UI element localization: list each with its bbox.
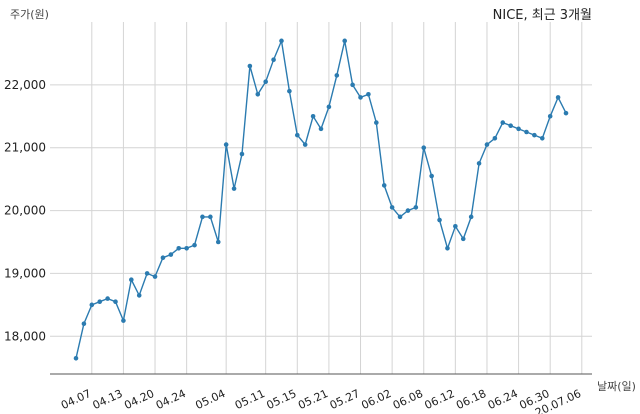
data-point [81, 321, 87, 327]
x-tick-label: 04.24 [154, 387, 188, 412]
data-point [421, 145, 427, 151]
y-axis-label: 주가(원) [10, 8, 49, 21]
y-tick-label: 22,000 [4, 78, 46, 92]
x-tick-label: 06.24 [486, 387, 520, 412]
data-point [144, 271, 150, 276]
data-point [152, 274, 158, 279]
data-point [113, 299, 118, 305]
data-point [294, 132, 300, 138]
data-point [555, 95, 561, 100]
data-point [247, 63, 253, 69]
data-point [374, 120, 379, 125]
x-tick-label: 06.08 [391, 387, 425, 412]
x-tick-label: 05.15 [265, 387, 299, 412]
data-point [563, 110, 569, 116]
x-tick-label: 04.07 [59, 387, 93, 412]
data-point [460, 236, 466, 242]
data-point [231, 186, 237, 191]
data-point [358, 95, 363, 100]
data-point [208, 214, 213, 220]
x-tick-label: 05.21 [296, 387, 330, 412]
data-point [437, 217, 442, 223]
data-point [310, 113, 316, 119]
data-point [192, 242, 197, 248]
chart-title: NICE, 최근 3개월 [492, 8, 592, 23]
x-tick-label: 06.02 [359, 387, 393, 412]
data-point [468, 214, 474, 220]
data-point [326, 104, 332, 110]
data-point [121, 318, 126, 323]
x-tick-label: 04.20 [122, 387, 156, 412]
x-tick-label: 05.04 [193, 387, 227, 412]
y-tick-label: 20,000 [4, 204, 46, 218]
data-point [532, 132, 537, 138]
data-point [176, 245, 182, 251]
data-point [89, 302, 95, 308]
data-point [539, 135, 545, 141]
y-tick-label: 19,000 [4, 266, 46, 280]
data-point [263, 79, 268, 85]
data-point [413, 205, 419, 210]
data-point [129, 277, 134, 283]
data-point [215, 239, 221, 245]
data-point [397, 214, 403, 220]
data-point [516, 126, 521, 132]
y-tick-label: 18,000 [4, 329, 46, 343]
data-point [239, 151, 245, 157]
data-point [334, 73, 340, 78]
data-point [302, 142, 308, 147]
x-tick-label: 06.12 [423, 387, 457, 412]
data-point [271, 57, 276, 63]
data-point [136, 293, 142, 298]
x-tick-label: 06.18 [454, 387, 488, 412]
x-tick-label: 05.11 [233, 387, 267, 412]
data-point [168, 252, 174, 257]
data-point [381, 183, 387, 188]
data-point [200, 214, 205, 220]
data-point [389, 205, 395, 210]
data-point [184, 245, 189, 251]
data-point [547, 113, 553, 119]
data-point [105, 296, 110, 301]
x-tick-label: 04.13 [91, 387, 125, 412]
data-point [508, 123, 513, 129]
data-point [429, 173, 434, 179]
data-point [492, 135, 498, 141]
data-point [279, 38, 284, 44]
data-point [287, 88, 292, 94]
x-tick-label: 05.27 [328, 387, 362, 412]
data-point [476, 161, 482, 166]
data-point [405, 208, 411, 213]
data-point [342, 38, 348, 44]
data-point [223, 142, 229, 147]
x-axis-label: 날짜(일) [597, 380, 636, 393]
data-point [350, 82, 355, 88]
y-tick-label: 21,000 [4, 141, 46, 155]
data-point [255, 91, 261, 97]
data-point [524, 129, 529, 135]
data-point [73, 355, 79, 361]
data-point [445, 245, 450, 251]
data-point [500, 120, 506, 125]
data-point [160, 255, 166, 261]
data-point [484, 142, 490, 147]
data-point [97, 299, 103, 305]
series-line [75, 38, 567, 359]
data-point [366, 91, 371, 97]
data-point [318, 126, 324, 132]
data-point [453, 223, 458, 229]
